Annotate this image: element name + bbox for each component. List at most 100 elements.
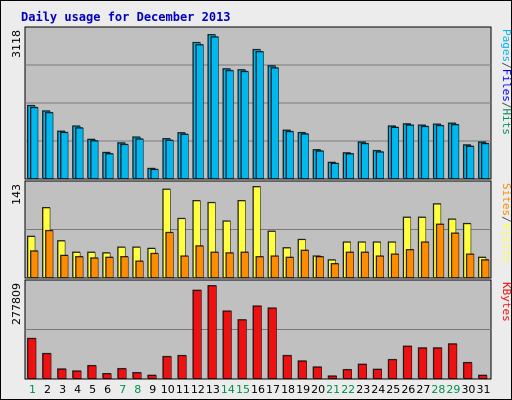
bar-kbytes-day-17 [268, 308, 277, 379]
bar-kbytes-day-12 [193, 290, 202, 379]
bar-files-day-1 [30, 107, 39, 179]
bar-sites-day-15 [241, 252, 249, 278]
series-kbytes [27, 285, 488, 379]
bar-files-day-7 [120, 144, 129, 179]
bar-sites-day-17 [271, 256, 279, 278]
panel-2: 143 Sites/Visits [10, 180, 511, 279]
bar-kbytes-day-14 [223, 311, 232, 379]
chart-panels: 3118Pages/Files/Hits143Sites/Visits27780… [10, 26, 511, 380]
bar-files-day-10 [166, 140, 174, 179]
chart-title: Daily usage for December 2013 [21, 10, 231, 24]
bar-kbytes-day-15 [238, 319, 247, 379]
legend-item: / [500, 216, 511, 223]
bar-files-day-24 [376, 151, 384, 179]
legend-item: Sites [500, 183, 511, 216]
bar-files-day-13 [211, 36, 219, 179]
x-tick-label: 3 [59, 383, 66, 396]
bar-sites-day-12 [196, 245, 204, 278]
bar-kbytes-day-2 [42, 353, 52, 379]
bar-sites-day-7 [120, 256, 129, 278]
x-tick-label: 16 [251, 383, 265, 396]
bar-sites-day-14 [226, 252, 234, 278]
y-max-label: 143 [10, 184, 23, 205]
panel-legend: Pages/Files/Hits [500, 29, 511, 135]
bar-files-day-3 [60, 132, 69, 179]
bar-kbytes-day-6 [102, 373, 112, 379]
bar-files-day-25 [391, 127, 400, 179]
x-tick-label: 29 [446, 383, 460, 396]
x-tick-label: 20 [311, 383, 325, 396]
bar-sites-day-18 [286, 257, 294, 278]
bar-sites-day-9 [151, 253, 159, 278]
x-tick-label: 11 [176, 383, 190, 396]
bar-kbytes-day-29 [448, 343, 458, 379]
x-tick-label: 25 [386, 383, 400, 396]
bar-kbytes-day-24 [373, 369, 383, 379]
series-sites [30, 223, 490, 278]
bar-sites-day-21 [331, 263, 339, 278]
bar-kbytes-day-25 [388, 359, 398, 379]
x-tick-label: 12 [191, 383, 205, 396]
bar-files-day-2 [45, 112, 54, 179]
bar-kbytes-day-11 [178, 355, 187, 379]
bar-sites-day-11 [181, 256, 189, 278]
x-tick-label: 24 [371, 383, 385, 396]
bar-kbytes-day-22 [343, 369, 352, 379]
bar-kbytes-day-8 [132, 372, 142, 379]
bar-sites-day-4 [75, 256, 84, 278]
bar-files-day-26 [406, 125, 415, 179]
bar-files-day-16 [256, 51, 264, 179]
bar-files-day-18 [286, 131, 294, 179]
bar-kbytes-day-28 [433, 347, 443, 379]
bar-kbytes-day-4 [72, 371, 82, 379]
x-tick-label: 14 [221, 383, 235, 396]
x-tick-label: 18 [281, 383, 295, 396]
bar-files-day-31 [481, 143, 490, 179]
bar-kbytes-day-9 [148, 375, 157, 379]
bar-sites-day-23 [361, 252, 369, 278]
x-tick-label: 4 [74, 383, 81, 396]
bar-kbytes-day-20 [313, 367, 322, 379]
bar-kbytes-day-16 [253, 306, 262, 379]
bar-sites-day-13 [211, 252, 219, 278]
bar-sites-day-19 [301, 250, 309, 278]
bar-files-day-15 [241, 71, 249, 179]
bar-files-day-21 [331, 163, 339, 179]
x-tick-label: 21 [326, 383, 340, 396]
bar-files-day-20 [316, 151, 324, 179]
legend-item: Files [500, 69, 511, 102]
bar-files-day-5 [90, 140, 99, 179]
bar-files-day-4 [75, 127, 84, 179]
bar-kbytes-day-13 [208, 285, 217, 379]
bar-kbytes-day-31 [478, 375, 488, 379]
panel-3: 277809 KBytes [10, 279, 511, 380]
bar-kbytes-day-5 [87, 365, 97, 379]
bar-sites-day-5 [90, 258, 99, 278]
bar-kbytes-day-1 [27, 338, 37, 379]
x-tick-label: 8 [134, 383, 141, 396]
series-files [30, 36, 490, 179]
bar-files-day-19 [301, 133, 309, 179]
bar-sites-day-28 [436, 224, 445, 278]
panel-legend: KBytes [500, 282, 511, 322]
bar-files-day-29 [451, 124, 460, 179]
x-tick-label: 15 [236, 383, 250, 396]
x-tick-label: 6 [104, 383, 111, 396]
x-tick-label: 23 [356, 383, 370, 396]
bar-files-day-30 [466, 146, 475, 179]
bar-kbytes-day-23 [358, 364, 367, 379]
x-tick-label: 5 [89, 383, 96, 396]
x-tick-label: 17 [266, 383, 280, 396]
bar-sites-day-8 [135, 261, 144, 278]
panel-legend: Sites/Visits [500, 183, 511, 263]
bar-sites-day-10 [166, 232, 174, 278]
bar-sites-day-30 [466, 254, 475, 278]
x-tick-label: 27 [416, 383, 430, 396]
bar-files-day-28 [436, 125, 445, 179]
bar-files-day-27 [421, 126, 430, 179]
bar-sites-day-31 [481, 259, 490, 278]
x-tick-label: 30 [461, 383, 475, 396]
x-tick-label: 7 [119, 383, 126, 396]
